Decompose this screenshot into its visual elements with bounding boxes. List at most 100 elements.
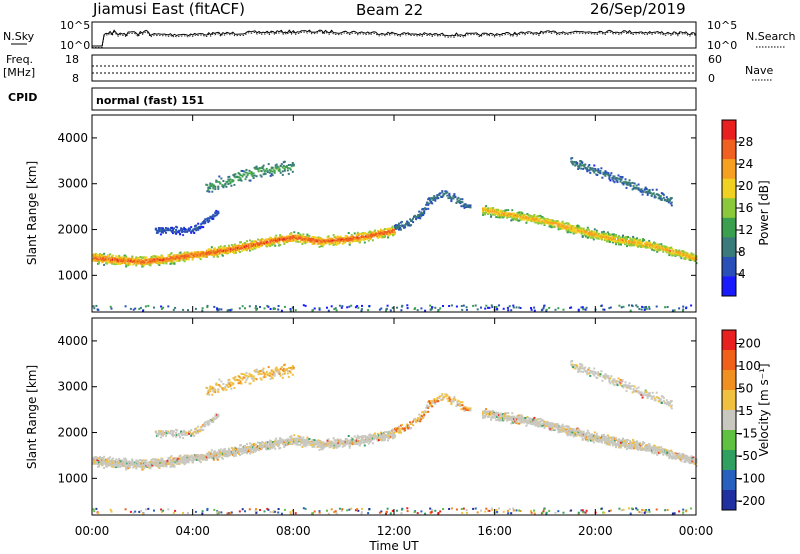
velocity-cell-215 (132, 461, 135, 464)
power-cell-3486 (643, 308, 646, 311)
power-cell-1360 (353, 236, 356, 239)
power-cell-2116 (585, 228, 588, 231)
nave-label: Nave (745, 64, 773, 77)
power-cell-3425 (496, 307, 499, 310)
power-cell-831 (249, 244, 251, 246)
power-cell-3607 (360, 308, 363, 311)
power-cell-199 (129, 258, 132, 261)
power-cell-3509 (142, 309, 144, 312)
velocity-cell-1058 (293, 434, 296, 437)
power-cell-3543 (638, 308, 641, 310)
power-cell-2958 (428, 202, 431, 205)
power-cell-2857 (283, 160, 286, 163)
power-cell-1480 (376, 234, 379, 236)
power-cell-2710 (216, 180, 219, 183)
power-cell-3610 (629, 309, 632, 312)
velocity-scatter (92, 360, 698, 515)
power-cell-48 (100, 260, 103, 262)
power-cell-482 (182, 259, 185, 262)
velocity-cell-156 (121, 459, 124, 462)
power-cell-929 (267, 244, 270, 247)
power-cell-664 (215, 253, 218, 256)
power-cell-78 (106, 262, 109, 265)
power-cell-1894 (543, 217, 546, 220)
power-cell-61 (103, 263, 106, 266)
power-cell-3204 (645, 188, 648, 190)
power-cell-2611 (682, 250, 685, 253)
power-cell-729 (228, 251, 231, 254)
power-cell-3593 (581, 306, 584, 309)
power-cell-3386 (212, 217, 215, 220)
power-cell-421 (170, 252, 173, 255)
power-cell-605 (205, 255, 208, 258)
power-cell-3197 (641, 193, 644, 196)
power-cell-2808 (262, 164, 265, 167)
power-cell-2823 (269, 174, 272, 177)
power-cell-1037 (289, 238, 292, 241)
velocity-cell-1154 (311, 439, 314, 441)
power-cell-1998 (563, 222, 566, 225)
power-cell-351 (158, 264, 161, 266)
power-cell-3446 (628, 304, 630, 307)
power-cell-2559 (669, 249, 672, 252)
power-cell-3428 (678, 307, 681, 310)
freq-right-tick-bottom: 0 (708, 72, 715, 85)
power-cell-1572 (394, 232, 396, 235)
power-cell-3448 (110, 307, 113, 310)
power-cell-726 (227, 249, 230, 252)
power-cell-1201 (320, 241, 323, 244)
power-cell-2788 (252, 172, 255, 175)
power-cell-1328 (347, 232, 350, 234)
power-cell-1370 (355, 235, 358, 238)
power-cell-2790 (253, 174, 256, 177)
power-cell-3403 (465, 306, 468, 309)
power-cell-2380 (635, 240, 638, 243)
power-cell-1231 (327, 235, 330, 238)
power-cell-3176 (629, 182, 632, 185)
power-cell-3530 (664, 306, 667, 309)
power-cell-2432 (645, 246, 648, 249)
power-cell-2997 (447, 197, 450, 200)
power-cell-1932 (551, 224, 554, 227)
power-cell-3604 (413, 308, 416, 310)
power-cell-2694 (208, 190, 211, 193)
power-cell-2094 (580, 232, 583, 235)
velocity-cell-507 (186, 454, 189, 457)
power-ytick-label-0: 1000 (57, 268, 88, 282)
power-cell-2749 (234, 173, 237, 176)
power-cell-3162 (625, 186, 628, 189)
power-cell-2874 (292, 163, 295, 166)
power-cell-1006 (283, 242, 286, 245)
power-cell-1225 (325, 241, 328, 244)
power-cell-628 (209, 248, 212, 251)
power-cell-77 (106, 256, 109, 259)
power-cell-425 (171, 259, 174, 262)
power-cell-668 (216, 255, 219, 258)
power-cell-1079 (296, 237, 299, 240)
power-cell-1333 (348, 243, 351, 246)
velocity-cell-512 (187, 461, 190, 464)
power-cell-3285 (165, 227, 167, 229)
power-cell-3091 (589, 171, 592, 174)
power-cell-1072 (295, 238, 298, 241)
power-cell-3519 (213, 305, 216, 308)
power-cell-2283 (617, 238, 619, 241)
power-cell-1311 (344, 240, 347, 243)
power-cell-798 (242, 244, 244, 246)
power-cell-307 (150, 262, 153, 265)
power-cell-1166 (313, 236, 316, 239)
power-cell-2779 (249, 179, 252, 182)
power-cell-428 (171, 258, 174, 261)
power-cell-3589 (461, 308, 464, 311)
power-cell-1062 (294, 234, 297, 237)
power-cell-2491 (656, 250, 659, 253)
power-cell-3419 (416, 309, 419, 312)
power-cell-3450 (304, 304, 307, 307)
power-cell-939 (269, 245, 272, 248)
power-cell-196 (129, 263, 132, 266)
noise-strip: 10^5 10^0 10^5 10^0 N.Sky N.Search (3, 19, 796, 52)
power-cell-1591 (485, 205, 488, 208)
power-cell-3069 (580, 167, 583, 170)
power-cell-2566 (671, 248, 674, 251)
power-cell-2368 (633, 244, 636, 247)
